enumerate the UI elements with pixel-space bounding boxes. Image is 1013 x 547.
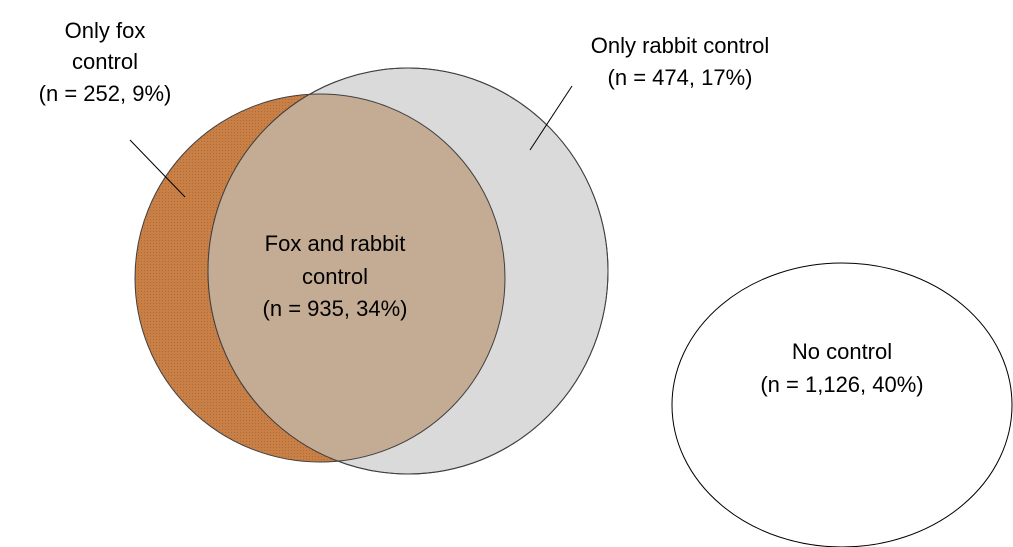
leader-line [529,85,573,151]
leader-line [129,139,186,198]
label: (n = 1,126, 40%) [760,372,923,397]
label: No control [792,339,892,364]
label: control [302,264,368,289]
label: Fox and rabbit [265,231,406,256]
no-control-circle [671,262,1013,547]
label: Only fox [65,18,146,43]
label: control [72,49,138,74]
label: (n = 935, 34%) [263,296,408,321]
label: Only rabbit control [591,33,770,58]
label: (n = 474, 17%) [608,65,753,90]
label: (n = 252, 9%) [39,81,172,106]
rabbit-outline [207,67,609,475]
